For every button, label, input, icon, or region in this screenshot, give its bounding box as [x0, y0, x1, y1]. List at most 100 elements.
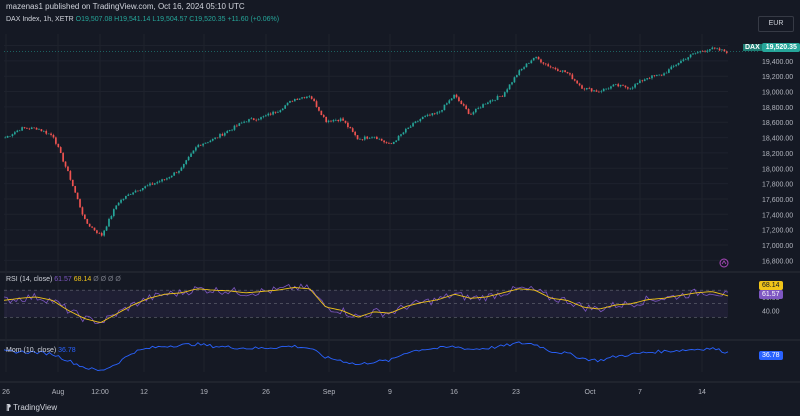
price-candle: [675, 64, 677, 66]
price-candle: [532, 57, 535, 61]
time-axis-label: 19: [200, 389, 208, 396]
price-candle: [549, 66, 552, 68]
price-candle: [619, 84, 622, 87]
time-axis-label: 14: [698, 389, 706, 396]
price-candle: [21, 127, 23, 131]
price-candle: [622, 84, 624, 86]
price-candle: [600, 91, 603, 92]
price-candle: [238, 123, 241, 126]
price-candle: [202, 143, 204, 146]
tradingview-logo-icon: ⁋: [6, 403, 12, 412]
price-candle: [653, 75, 656, 77]
price-candle: [79, 199, 81, 208]
mom-legend: Mom (10, close) 36.78: [6, 346, 76, 355]
price-candle: [557, 69, 559, 71]
price-candle: [648, 78, 651, 79]
price-candle: [535, 56, 537, 58]
currency-button[interactable]: EUR: [758, 16, 794, 32]
price-candle: [260, 117, 262, 120]
price-candle: [228, 130, 231, 132]
price-candle: [132, 192, 134, 195]
price-candle: [30, 127, 33, 130]
time-axis-label: 7: [638, 389, 642, 396]
price-candle: [634, 84, 636, 88]
price-candle: [506, 89, 509, 93]
price-candle: [564, 70, 566, 73]
price-candle: [98, 232, 101, 234]
price-candle: [711, 47, 714, 50]
price-candle: [530, 60, 533, 64]
price-candle: [274, 111, 277, 113]
price-axis-label: 19,400.00: [762, 59, 793, 66]
time-axis-label: 16: [450, 389, 458, 396]
price-candle: [117, 202, 120, 206]
price-candle: [127, 194, 130, 196]
price-candle: [59, 147, 62, 154]
price-axis: 19,600.0019,400.0019,200.0019,000.0018,8…: [762, 44, 793, 266]
price-axis-label: 18,400.00: [762, 136, 793, 143]
price-candle: [627, 87, 629, 89]
price-candle: [663, 73, 665, 76]
price-candle: [544, 63, 547, 65]
price-candle: [342, 118, 344, 121]
brand-text: TradingView: [13, 403, 58, 412]
price-candle: [339, 118, 342, 122]
price-candle: [281, 108, 284, 111]
price-candle: [100, 233, 103, 236]
price-candle: [583, 88, 586, 90]
price-candle: [494, 99, 496, 101]
price-candle: [515, 75, 518, 78]
price-candle: [376, 136, 378, 140]
price-candle: [84, 214, 86, 219]
price-candle: [578, 83, 581, 86]
price-candle: [199, 144, 202, 146]
price-candle: [125, 195, 127, 199]
price-candle: [525, 63, 528, 68]
price-candle: [629, 88, 632, 90]
price-candle: [561, 70, 564, 72]
price-candle: [460, 101, 463, 105]
price-candle: [233, 125, 236, 130]
rsi-label: RSI (14, close): [6, 276, 53, 283]
price-candle: [542, 62, 545, 64]
price-candle: [566, 72, 569, 74]
price-candle: [694, 52, 697, 54]
price-axis-label: 19,000.00: [762, 90, 793, 97]
price-candle: [378, 138, 381, 140]
price-candle: [569, 73, 571, 75]
price-candle: [69, 171, 72, 180]
price-candle: [402, 132, 405, 135]
price-candle: [383, 140, 385, 143]
price-candle: [67, 166, 69, 172]
price-candle: [426, 114, 429, 116]
price-candle: [680, 60, 682, 64]
price-candle: [52, 135, 55, 138]
price-candle: [414, 121, 417, 124]
price-candle: [368, 138, 371, 139]
price-candle: [40, 129, 43, 132]
price-candle: [303, 97, 306, 99]
alert-icon-mark: [721, 260, 727, 265]
price-candle: [306, 96, 308, 99]
price-candle: [250, 118, 253, 120]
price-candle: [76, 192, 79, 200]
price-candle: [395, 140, 398, 142]
price-candle: [195, 147, 197, 151]
price-candle: [86, 218, 89, 224]
price-candle: [701, 51, 704, 52]
price-candle: [93, 227, 96, 231]
price-candle: [88, 223, 91, 227]
price-candle: [236, 125, 238, 127]
price-candle: [221, 134, 224, 136]
price-candle: [277, 112, 279, 113]
price-candle: [706, 50, 709, 52]
price-candle: [474, 108, 477, 113]
symbol-label[interactable]: DAX Index, 1h, XETR: [6, 16, 74, 23]
price-candle: [511, 82, 513, 85]
price-candle: [122, 198, 125, 200]
price-candle: [272, 111, 274, 115]
price-candle: [617, 84, 620, 87]
price-candle: [182, 164, 185, 168]
